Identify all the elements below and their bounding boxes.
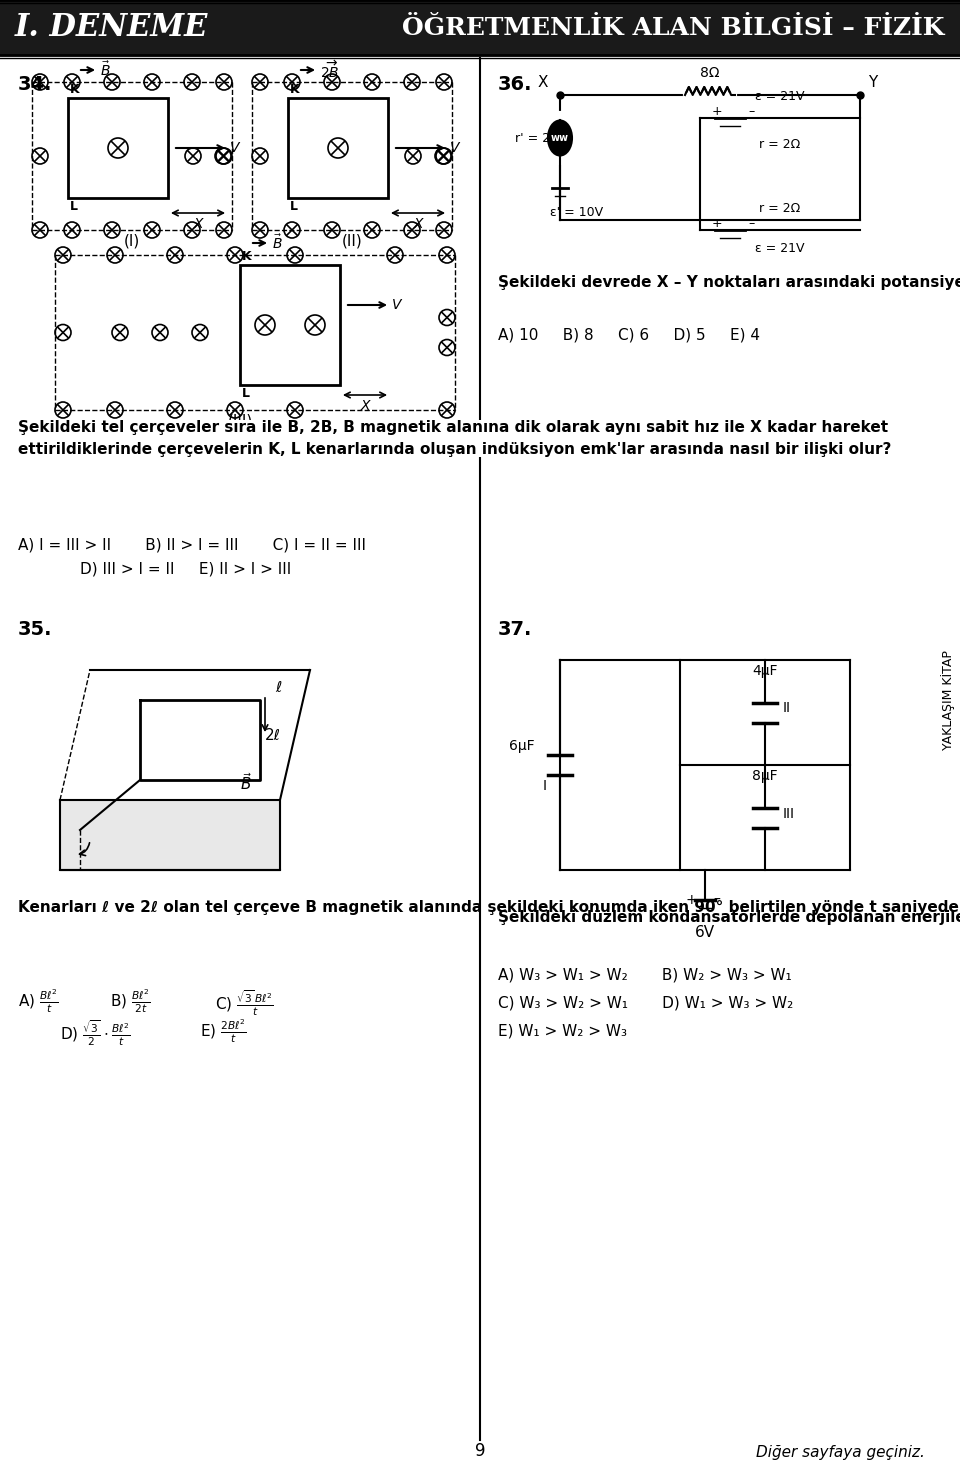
Text: V: V [450, 141, 460, 155]
Text: r = 2Ω: r = 2Ω [759, 138, 801, 151]
Text: ww: ww [551, 133, 569, 144]
Text: 9: 9 [475, 1442, 485, 1459]
Text: L: L [70, 200, 78, 213]
Text: 8Ω: 8Ω [700, 67, 720, 80]
Text: 36.: 36. [498, 75, 533, 95]
Text: K: K [70, 83, 80, 96]
Text: X: X [193, 218, 203, 231]
Text: X: X [538, 75, 548, 90]
Text: V: V [230, 141, 239, 155]
Text: 6V: 6V [695, 925, 715, 940]
Text: E) W₁ > W₂ > W₃: E) W₁ > W₂ > W₃ [498, 1024, 627, 1039]
Text: ε = 21V: ε = 21V [756, 243, 804, 255]
Text: I: I [543, 778, 547, 793]
Text: Kenarları ℓ ve 2ℓ olan tel çerçeve B magnetik alanında şekildeki konumda iken 90: Kenarları ℓ ve 2ℓ olan tel çerçeve B mag… [18, 900, 960, 915]
Ellipse shape [548, 120, 572, 155]
Text: YAKLAŞIM KİTAP: YAKLAŞIM KİTAP [941, 650, 955, 750]
Text: E) $\frac{2B\ell^2}{t}$: E) $\frac{2B\ell^2}{t}$ [200, 1018, 247, 1045]
Text: A) W₃ > W₁ > W₂       B) W₂ > W₃ > W₁: A) W₃ > W₁ > W₂ B) W₂ > W₃ > W₁ [498, 968, 792, 983]
Text: X: X [360, 400, 370, 413]
Text: I. DENEME: I. DENEME [15, 12, 208, 43]
Text: 6μF: 6μF [509, 739, 535, 753]
Text: –: – [713, 892, 720, 907]
Text: (I): (I) [124, 232, 140, 249]
Text: A) 10     B) 8     C) 6     D) 5     E) 4: A) 10 B) 8 C) 6 D) 5 E) 4 [498, 329, 760, 343]
Text: +: + [685, 892, 697, 907]
Text: –: – [748, 105, 755, 118]
Text: ÖĞRETMENLİK ALAN BİLGİSİ – FİZİK: ÖĞRETMENLİK ALAN BİLGİSİ – FİZİK [402, 16, 945, 40]
Text: Şekildeki devrede X – Y noktaları arasındaki potansiyel fark kaç volttur?: Şekildeki devrede X – Y noktaları arasın… [498, 275, 960, 290]
Text: 37.: 37. [498, 620, 533, 639]
Text: +: + [712, 105, 723, 118]
Text: (III): (III) [228, 413, 252, 428]
Text: Y: Y [868, 75, 877, 90]
Text: D) III > I = II     E) II > I > III: D) III > I = II E) II > I > III [80, 562, 291, 577]
Text: 4μF: 4μF [753, 665, 778, 678]
Text: A) I = III > II       B) II > I = III       C) I = II = III: A) I = III > II B) II > I = III C) I = I… [18, 539, 366, 554]
Text: K: K [242, 250, 252, 263]
Text: 2ℓ: 2ℓ [265, 728, 281, 743]
Text: Şekildeki düzlem kondansatörlerde depolanan enerjiler W₁, W₂ ve W₃ arasındaki il: Şekildeki düzlem kondansatörlerde depola… [498, 910, 960, 925]
Text: C) $\frac{\sqrt{3}\,B\ell^2}{t}$: C) $\frac{\sqrt{3}\,B\ell^2}{t}$ [215, 989, 274, 1018]
Text: ℓ: ℓ [275, 679, 281, 696]
Text: (II): (II) [342, 232, 362, 249]
Text: B) $\frac{B\ell^2}{2t}$: B) $\frac{B\ell^2}{2t}$ [110, 989, 151, 1015]
Text: $\vec{B}$: $\vec{B}$ [272, 234, 282, 252]
Text: –: – [748, 218, 755, 229]
Text: 34.: 34. [18, 75, 53, 95]
Bar [240, 265, 340, 385]
Text: $\vec{B}$: $\vec{B}$ [240, 773, 252, 793]
Text: A) $\frac{B\ell^2}{t}$: A) $\frac{B\ell^2}{t}$ [18, 989, 59, 1015]
Text: X: X [413, 218, 422, 231]
Text: ε' = 10V: ε' = 10V [550, 206, 603, 219]
Text: ε = 21V: ε = 21V [756, 90, 804, 104]
Text: III: III [783, 807, 795, 820]
Bar [68, 98, 168, 198]
Text: L: L [242, 386, 250, 400]
Text: r' = 2Ω: r' = 2Ω [515, 132, 560, 145]
Text: Diğer sayfaya geçiniz.: Diğer sayfaya geçiniz. [756, 1444, 924, 1459]
Text: 35.: 35. [18, 620, 53, 639]
Text: $\vec{B}$: $\vec{B}$ [100, 61, 110, 80]
Text: V: V [392, 297, 401, 312]
Text: L: L [290, 200, 298, 213]
Text: Şekildeki tel çerçeveler sıra ile B, 2B, B magnetik alanına dik olarak aynı sabi: Şekildeki tel çerçeveler sıra ile B, 2B,… [18, 420, 892, 457]
Text: C) W₃ > W₂ > W₁       D) W₁ > W₃ > W₂: C) W₃ > W₂ > W₁ D) W₁ > W₃ > W₂ [498, 996, 793, 1011]
Text: +: + [712, 218, 723, 229]
Text: $\overrightarrow{2B}$: $\overrightarrow{2B}$ [320, 59, 340, 81]
Text: K: K [290, 83, 300, 96]
Bar [0, 0, 960, 55]
Bar [288, 98, 388, 198]
Text: II: II [783, 702, 791, 715]
Polygon shape [60, 801, 280, 870]
Text: r = 2Ω: r = 2Ω [759, 201, 801, 215]
Text: D) $\frac{\sqrt{3}}{2}\cdot\frac{B\ell^2}{t}$: D) $\frac{\sqrt{3}}{2}\cdot\frac{B\ell^2… [60, 1018, 131, 1048]
Text: 8μF: 8μF [753, 770, 778, 783]
